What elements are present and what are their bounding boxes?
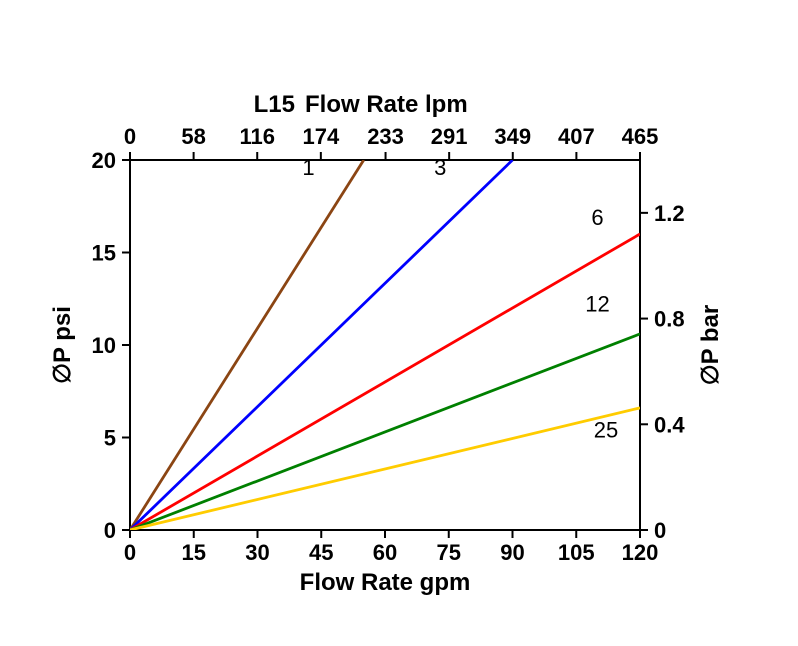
series-label-3: 3 [434, 155, 446, 180]
axis-box [130, 160, 640, 530]
series-label-25: 25 [594, 418, 618, 443]
series-line-12 [130, 334, 640, 530]
xtop-tick-label: 58 [181, 124, 205, 149]
xbottom-tick-label: 15 [182, 540, 206, 565]
xtop-tick-label: 0 [124, 124, 136, 149]
xbottom-tick-label: 30 [245, 540, 269, 565]
series-line-3 [130, 160, 513, 530]
yleft-tick-label: 5 [104, 426, 116, 451]
yleft-tick-label: 15 [92, 241, 116, 266]
xbottom-tick-label: 45 [309, 540, 333, 565]
xbottom-title: Flow Rate gpm [300, 569, 471, 596]
series-label-1: 1 [302, 155, 314, 180]
series-label-12: 12 [585, 292, 609, 317]
xtop-tick-label: 174 [302, 124, 339, 149]
yleft-title: ∅P psi [49, 306, 76, 384]
xbottom-tick-label: 90 [500, 540, 524, 565]
xtop-tick-label: 465 [622, 124, 659, 149]
xbottom-tick-label: 60 [373, 540, 397, 565]
xbottom-tick-label: 120 [622, 540, 659, 565]
xtop-tick-label: 116 [239, 124, 275, 149]
series-line-6 [130, 234, 640, 530]
xtop-tick-label: 233 [367, 124, 404, 149]
series-label-6: 6 [591, 205, 603, 230]
yright-tick-label: 0 [654, 518, 666, 543]
yright-title: ∅P bar [697, 305, 724, 386]
xtop-title: Flow Rate lpm [305, 91, 468, 118]
yleft-tick-label: 0 [104, 518, 116, 543]
yleft-tick-label: 10 [92, 333, 116, 358]
xtop-tick-label: 407 [558, 124, 595, 149]
xbottom-tick-label: 75 [437, 540, 461, 565]
xtop-tick-label: 291 [431, 124, 468, 149]
yleft-tick-label: 20 [92, 148, 116, 173]
yright-tick-label: 0.4 [654, 412, 685, 437]
yright-tick-label: 1.2 [654, 201, 685, 226]
chart-svg: 0153045607590105120Flow Rate gpm05811617… [0, 0, 798, 646]
xbottom-tick-label: 105 [558, 540, 595, 565]
series-line-25 [130, 408, 640, 530]
series-group [130, 160, 640, 530]
xbottom-tick-label: 0 [124, 540, 136, 565]
xtop-tick-label: 349 [494, 124, 531, 149]
chart-title-prefix: L15 [254, 91, 295, 118]
yright-tick-label: 0.8 [654, 307, 685, 332]
chart-container: 0153045607590105120Flow Rate gpm05811617… [0, 0, 798, 646]
series-line-1 [130, 160, 364, 530]
